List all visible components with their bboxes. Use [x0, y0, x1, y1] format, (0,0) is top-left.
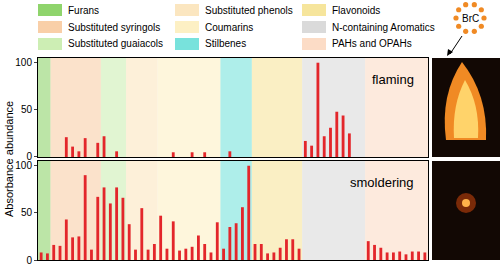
svg-text:BrC: BrC [462, 13, 479, 24]
svg-text:Coumarins: Coumarins [205, 22, 253, 33]
svg-text:Substituted syringols: Substituted syringols [68, 22, 160, 33]
svg-text:0: 0 [26, 151, 32, 162]
svg-text:0: 0 [26, 255, 32, 266]
svg-text:Stilbenes: Stilbenes [205, 38, 246, 49]
svg-text:N-containing Aromatics: N-containing Aromatics [332, 22, 435, 33]
svg-text:smoldering: smoldering [350, 175, 414, 190]
svg-text:Substituted guaiacols: Substituted guaiacols [68, 38, 163, 49]
svg-text:flaming: flaming [372, 72, 414, 87]
svg-text:100: 100 [15, 160, 32, 171]
svg-text:Absorbance abundance: Absorbance abundance [3, 101, 15, 217]
svg-text:PAHs and OPAHs: PAHs and OPAHs [332, 38, 412, 49]
svg-text:Furans: Furans [68, 5, 99, 16]
svg-text:Substituted phenols: Substituted phenols [205, 5, 293, 16]
svg-text:Flavonoids: Flavonoids [332, 5, 380, 16]
svg-text:100: 100 [15, 57, 32, 68]
svg-text:50: 50 [21, 207, 33, 218]
svg-text:50: 50 [21, 104, 33, 115]
